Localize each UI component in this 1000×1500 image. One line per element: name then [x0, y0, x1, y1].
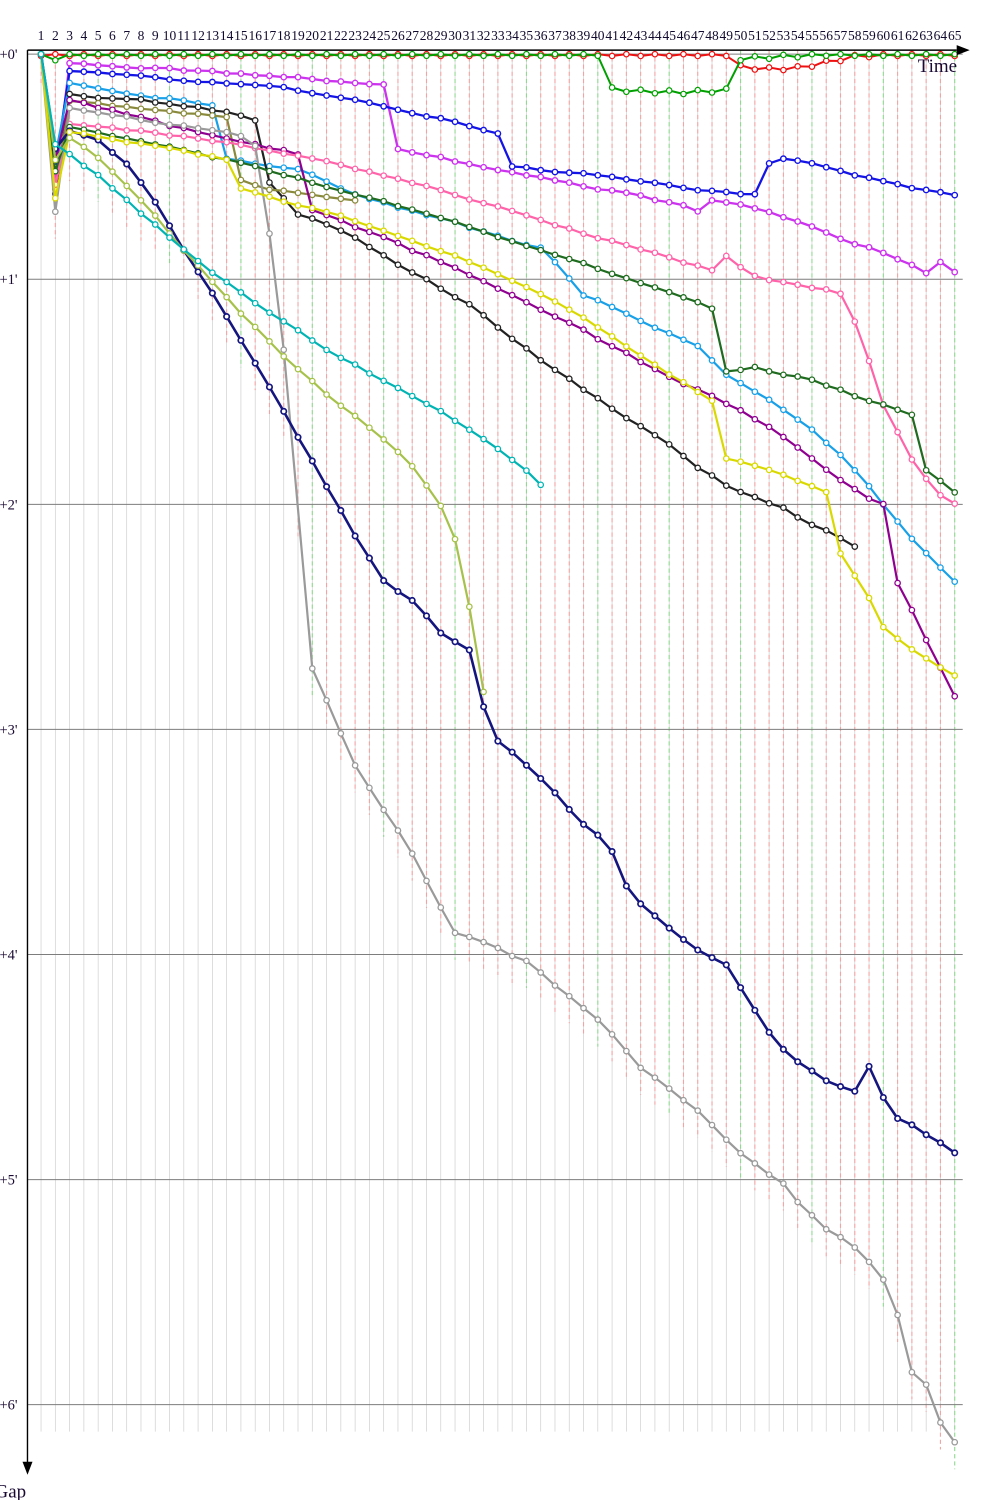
svg-text:59: 59 [862, 28, 876, 43]
svg-text:17: 17 [263, 28, 277, 43]
svg-text:35: 35 [520, 28, 534, 43]
svg-text:64: 64 [934, 28, 948, 43]
svg-text:32: 32 [477, 28, 491, 43]
svg-text:41: 41 [605, 28, 619, 43]
svg-text:62: 62 [905, 28, 919, 43]
svg-text:14: 14 [220, 28, 234, 43]
svg-text:Gap: Gap [0, 1482, 26, 1500]
svg-text:+2': +2' [0, 497, 18, 513]
svg-text:46: 46 [677, 28, 691, 43]
svg-text:51: 51 [748, 28, 762, 43]
svg-text:58: 58 [848, 28, 862, 43]
svg-text:1: 1 [38, 28, 45, 43]
svg-text:+5': +5' [0, 1173, 18, 1189]
svg-text:31: 31 [463, 28, 477, 43]
svg-text:44: 44 [648, 28, 662, 43]
svg-text:10: 10 [163, 28, 177, 43]
svg-text:43: 43 [634, 28, 648, 43]
svg-text:7: 7 [123, 28, 130, 43]
svg-text:61: 61 [891, 28, 905, 43]
svg-text:28: 28 [420, 28, 434, 43]
svg-text:5: 5 [95, 28, 102, 43]
svg-text:53: 53 [777, 28, 791, 43]
svg-text:15: 15 [234, 28, 248, 43]
svg-text:23: 23 [348, 28, 362, 43]
svg-text:48: 48 [705, 28, 719, 43]
svg-text:29: 29 [434, 28, 448, 43]
svg-text:33: 33 [491, 28, 505, 43]
svg-text:6: 6 [109, 28, 116, 43]
svg-text:11: 11 [177, 28, 190, 43]
svg-text:49: 49 [720, 28, 734, 43]
svg-text:8: 8 [138, 28, 145, 43]
svg-text:36: 36 [534, 28, 548, 43]
svg-text:21: 21 [320, 28, 334, 43]
svg-text:26: 26 [391, 28, 405, 43]
svg-text:52: 52 [762, 28, 776, 43]
svg-text:60: 60 [877, 28, 891, 43]
svg-text:40: 40 [591, 28, 605, 43]
svg-text:16: 16 [248, 28, 262, 43]
svg-text:+4': +4' [0, 948, 18, 964]
svg-text:4: 4 [80, 28, 87, 43]
svg-text:Time: Time [918, 56, 957, 77]
svg-text:9: 9 [152, 28, 159, 43]
svg-text:2: 2 [52, 28, 59, 43]
svg-text:50: 50 [734, 28, 748, 43]
svg-text:30: 30 [448, 28, 462, 43]
svg-text:57: 57 [834, 28, 848, 43]
svg-text:13: 13 [206, 28, 220, 43]
svg-text:12: 12 [191, 28, 205, 43]
svg-text:22: 22 [334, 28, 348, 43]
svg-text:25: 25 [377, 28, 391, 43]
svg-text:20: 20 [306, 28, 320, 43]
svg-text:63: 63 [919, 28, 933, 43]
svg-text:38: 38 [563, 28, 577, 43]
svg-text:+6': +6' [0, 1398, 18, 1414]
svg-text:42: 42 [620, 28, 634, 43]
svg-text:54: 54 [791, 28, 805, 43]
svg-text:47: 47 [691, 28, 705, 43]
svg-text:37: 37 [548, 28, 562, 43]
svg-text:+0': +0' [0, 47, 18, 63]
svg-text:55: 55 [805, 28, 819, 43]
svg-text:18: 18 [277, 28, 291, 43]
svg-text:56: 56 [819, 28, 833, 43]
svg-text:19: 19 [291, 28, 305, 43]
svg-text:45: 45 [662, 28, 676, 43]
svg-text:3: 3 [66, 28, 73, 43]
svg-text:65: 65 [948, 28, 962, 43]
svg-text:27: 27 [405, 28, 419, 43]
svg-text:+3': +3' [0, 722, 18, 738]
svg-text:+1': +1' [0, 272, 18, 288]
svg-text:39: 39 [577, 28, 591, 43]
svg-text:24: 24 [363, 28, 377, 43]
svg-text:34: 34 [505, 28, 519, 43]
